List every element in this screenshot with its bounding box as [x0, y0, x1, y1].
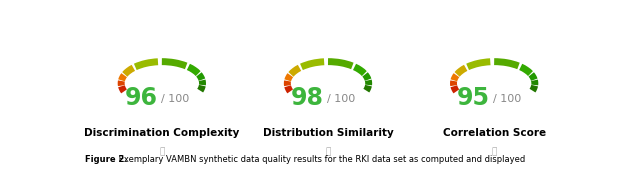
Text: ⓘ: ⓘ	[492, 147, 497, 156]
Text: 96: 96	[125, 86, 158, 110]
Text: Exemplary VAMBN synthetic data quality results for the RKI data set as computed : Exemplary VAMBN synthetic data quality r…	[116, 155, 525, 164]
Text: ⓘ: ⓘ	[159, 147, 164, 156]
Text: / 100: / 100	[327, 94, 355, 104]
Text: 98: 98	[291, 86, 324, 110]
Text: 95: 95	[457, 86, 490, 110]
Text: ⓘ: ⓘ	[325, 147, 331, 156]
Text: / 100: / 100	[161, 94, 189, 104]
Text: Correlation Score: Correlation Score	[443, 128, 546, 138]
Text: / 100: / 100	[493, 94, 522, 104]
Text: Figure 2.: Figure 2.	[85, 155, 127, 164]
Text: Discrimination Complexity: Discrimination Complexity	[84, 128, 239, 138]
Text: Distribution Similarity: Distribution Similarity	[262, 128, 394, 138]
